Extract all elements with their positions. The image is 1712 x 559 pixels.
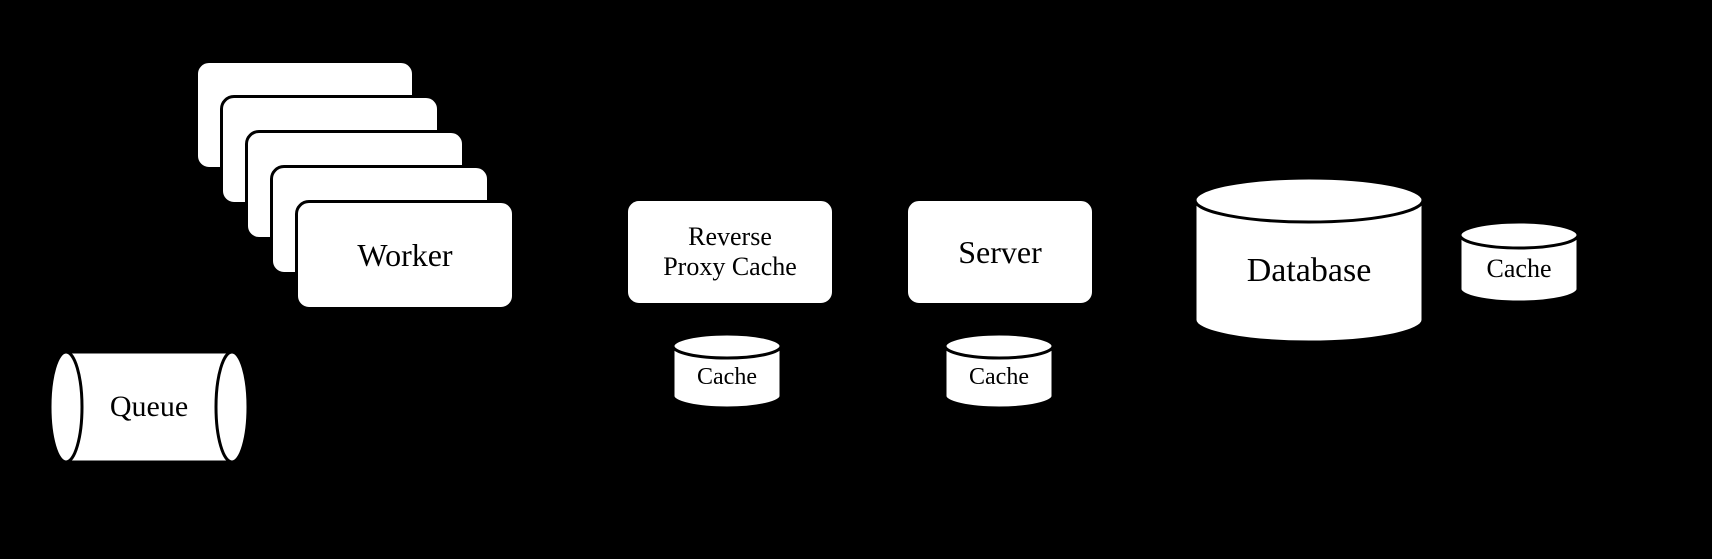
server-label: Server (958, 234, 1042, 271)
reverse-proxy-label: Reverse Proxy Cache (663, 222, 797, 282)
server-card: Server (905, 198, 1095, 306)
queue-cylinder (50, 352, 248, 462)
reverse-proxy-cache-cylinder (673, 334, 781, 408)
worker-card-front: Worker (295, 200, 515, 310)
worker-label: Worker (357, 237, 452, 274)
architecture-diagram: { "diagram": { "type": "infographic", "b… (0, 0, 1712, 559)
server-cache-cylinder (945, 334, 1053, 408)
reverse-proxy-card: Reverse Proxy Cache (625, 198, 835, 306)
db-cache-cylinder (1460, 222, 1578, 302)
database-cylinder (1195, 178, 1423, 342)
